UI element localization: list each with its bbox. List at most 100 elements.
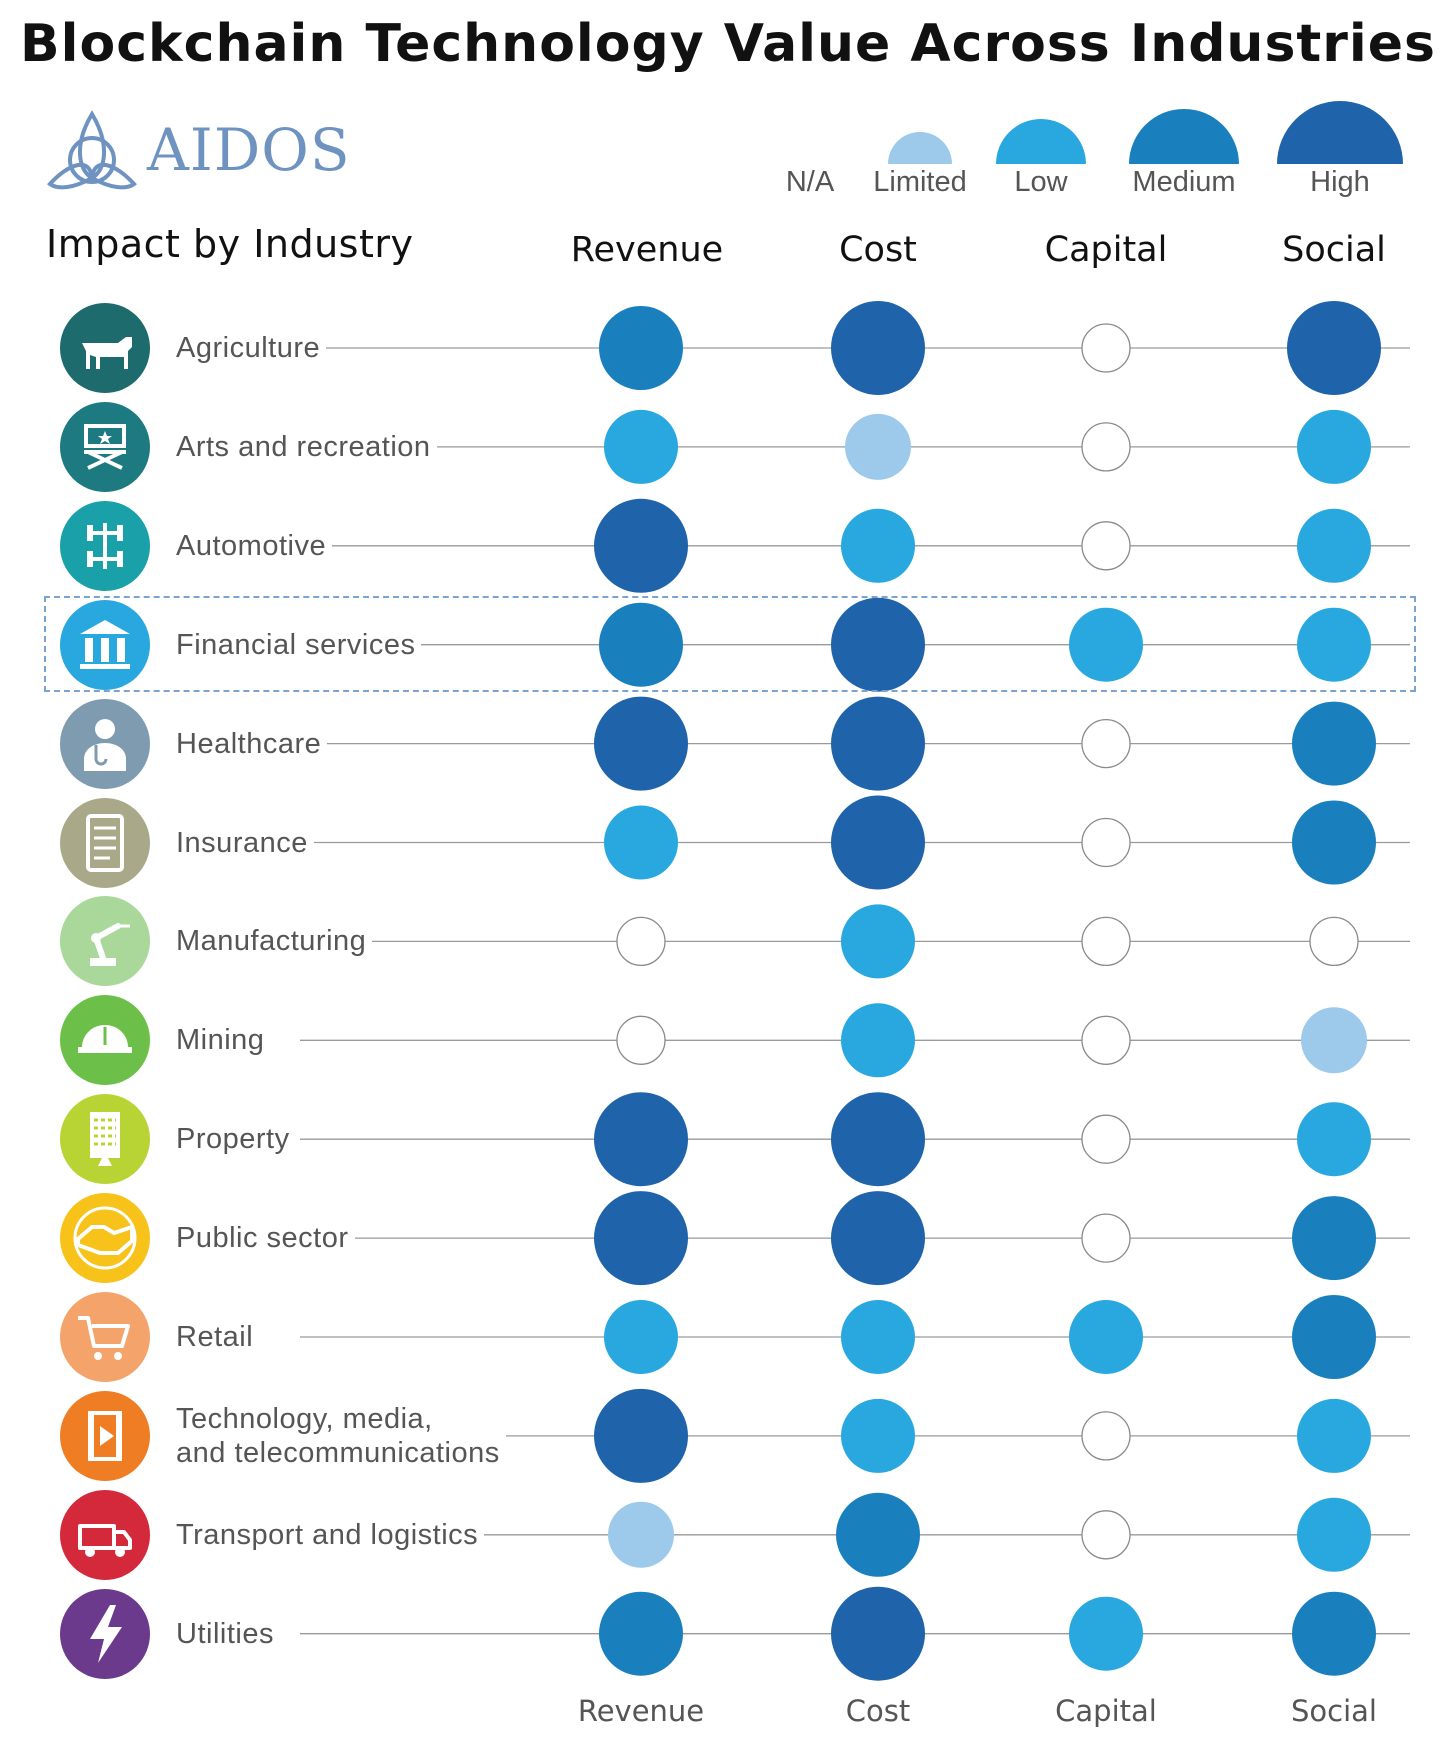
film-play-icon [60,1390,150,1481]
marker-utilities-cost [831,1586,925,1681]
marker-financial-services-cost [831,597,925,692]
marker-insurance-cost [831,795,925,890]
column-footer-revenue: Revenue [577,1694,705,1728]
marker-manufacturing-capital [1081,916,1131,967]
marker-financial-services-social [1297,607,1371,682]
legend-item-low: Low [996,96,1086,206]
marker-utilities-social [1292,1591,1376,1676]
building-icon [60,1094,150,1185]
legend-label: Limited [873,166,967,198]
marker-insurance-revenue [604,805,678,880]
bank-icon [60,599,150,690]
marker-transport-and-logistics-capital [1081,1510,1131,1560]
marker-agriculture-capital [1081,323,1131,373]
column-header-cost: Cost [839,230,917,270]
director-chair-icon [60,401,150,492]
marker-technology-media-and-telecommunications-capital [1081,1411,1131,1461]
legend-label: N/A [785,166,835,198]
marker-manufacturing-social [1309,916,1359,967]
row-label-public-sector: Public sector [176,1221,355,1256]
marker-public-sector-cost [831,1191,925,1286]
row-label-agriculture: Agriculture [176,331,327,365]
subtitle: Impact by Industry [46,222,414,266]
marker-public-sector-revenue [594,1191,688,1286]
marker-agriculture-cost [831,301,925,395]
marker-transport-and-logistics-revenue [608,1501,674,1568]
chart-title: Blockchain Technology Value Across Indus… [20,14,1436,74]
column-header-capital: Capital [1044,230,1168,270]
lightning-icon [60,1588,150,1679]
marker-retail-capital [1069,1300,1143,1374]
marker-retail-revenue [604,1300,678,1374]
robot-arm-icon [60,896,150,987]
column-header-revenue: Revenue [570,230,724,270]
marker-insurance-capital [1081,817,1131,868]
logo-text: AIDOS [147,116,351,184]
legend-label: High [1310,166,1370,198]
marker-automotive-capital [1081,521,1131,571]
marker-mining-revenue [616,1015,666,1065]
marker-automotive-social [1297,508,1371,583]
doctor-icon [60,698,150,789]
marker-healthcare-social [1292,701,1376,786]
triquetra-icon [47,110,137,190]
marker-manufacturing-revenue [616,916,666,967]
legend-label: Low [1014,166,1068,198]
row-label-arts-and-recreation: Arts and recreation [176,429,437,464]
legend: N/A Limited Low Medium High [780,96,1420,216]
row-label-mining: Mining [176,1023,271,1058]
legend-item-na: N/A [780,96,840,206]
tablet-checklist-icon [60,797,150,888]
column-footer-capital: Capital [1055,1694,1157,1728]
marker-mining-capital [1081,1015,1131,1065]
shopping-cart-icon [60,1292,150,1382]
row-label-utilities: Utilities [176,1616,280,1651]
row-label-technology-media-and-telecommunications: Technology, media, and telecommunications [176,1401,506,1470]
marker-property-cost [831,1092,925,1187]
marker-arts-and-recreation-social [1297,409,1371,484]
marker-agriculture-social [1287,301,1381,395]
row-label-financial-services: Financial services [176,627,422,662]
marker-transport-and-logistics-social [1297,1497,1371,1572]
marker-automotive-cost [841,508,915,583]
marker-technology-media-and-telecommunications-revenue [594,1388,688,1483]
legend-item-high: High [1277,96,1403,206]
row-label-insurance: Insurance [176,825,314,860]
car-chassis-icon [60,500,150,591]
marker-public-sector-capital [1081,1213,1131,1263]
marker-utilities-revenue [599,1591,683,1676]
row-label-retail: Retail [176,1320,260,1354]
marker-mining-cost [841,1003,915,1078]
marker-agriculture-revenue [599,306,683,390]
marker-retail-cost [841,1300,915,1374]
column-footer-social: Social [1291,1694,1377,1728]
hard-hat-icon [60,995,150,1086]
row-label-manufacturing: Manufacturing [176,924,373,959]
column-header-social: Social [1282,230,1386,270]
column-footer-cost: Cost [845,1694,911,1728]
marker-automotive-revenue [594,498,688,593]
legend-item-medium: Medium [1127,96,1241,206]
handshake-icon [60,1193,150,1284]
marker-healthcare-revenue [594,696,688,791]
row-label-healthcare: Healthcare [176,726,328,761]
marker-arts-and-recreation-capital [1081,422,1131,472]
aidos-logo: AIDOS [44,108,350,192]
marker-arts-and-recreation-revenue [604,409,678,484]
legend-item-limited: Limited [873,96,967,206]
marker-technology-media-and-telecommunications-social [1297,1398,1371,1473]
marker-financial-services-revenue [599,602,683,687]
marker-public-sector-social [1292,1196,1376,1281]
marker-healthcare-cost [831,696,925,791]
marker-property-capital [1081,1114,1131,1164]
marker-property-revenue [594,1092,688,1187]
highlight-box-financial-services [44,596,1416,692]
row-label-transport-and-logistics: Transport and logistics [176,1517,485,1552]
marker-mining-social [1301,1007,1367,1074]
truck-icon [60,1489,150,1580]
marker-manufacturing-cost [841,904,915,979]
row-label-property: Property [176,1122,296,1157]
marker-healthcare-capital [1081,718,1131,769]
marker-utilities-capital [1069,1596,1143,1671]
